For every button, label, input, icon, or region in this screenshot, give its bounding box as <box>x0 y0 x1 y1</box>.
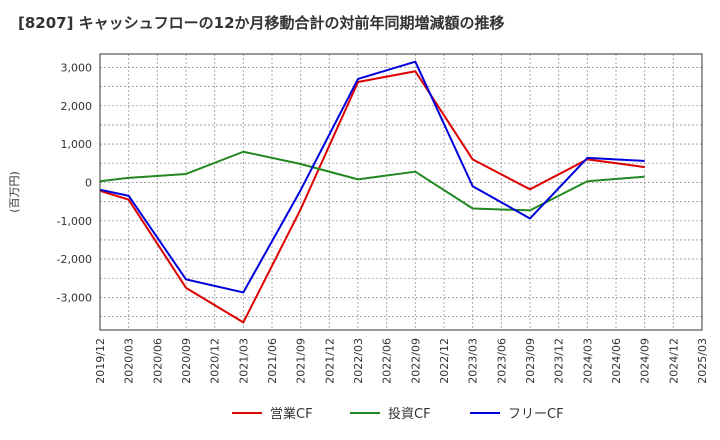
x-tick-label: 2023/06 <box>495 338 508 384</box>
plot-area <box>99 53 703 331</box>
legend-label: 投資CF <box>388 406 431 422</box>
series-line <box>99 70 645 324</box>
y-tick-label: 0 <box>85 176 92 189</box>
x-tick-label: 2024/03 <box>581 338 594 384</box>
x-tick-label: 2023/12 <box>553 338 566 384</box>
x-tick-label: 2020/03 <box>123 338 136 384</box>
x-tick-label: 2021/06 <box>266 338 279 384</box>
y-tick-label: -2,000 <box>57 253 92 266</box>
chart-title: [8207] キャッシュフローの12か月移動合計の対前年同期増減額の推移 <box>18 14 505 32</box>
plot-border <box>99 53 703 331</box>
legend-label: 営業CF <box>270 406 313 422</box>
x-tick-label: 2024/06 <box>610 338 623 384</box>
x-tick-label: 2024/09 <box>639 338 652 384</box>
legend-label: フリーCF <box>508 407 564 422</box>
x-tick-label: 2020/12 <box>209 338 222 384</box>
series-line <box>99 60 645 294</box>
y-tick-label: 3,000 <box>61 61 93 74</box>
y-tick-label: -1,000 <box>57 215 92 228</box>
x-tick-label: 2022/06 <box>381 338 394 384</box>
x-tick-label: 2020/06 <box>151 338 164 384</box>
x-tick-label: 2022/09 <box>409 338 422 384</box>
y-axis-label: (百万円) <box>8 171 21 213</box>
x-tick-label: 2021/12 <box>323 338 336 384</box>
x-tick-label: 2025/03 <box>696 338 709 384</box>
x-tick-label: 2021/09 <box>295 338 308 384</box>
x-tick-label: 2023/03 <box>467 338 480 384</box>
x-tick-label: 2021/03 <box>237 338 250 384</box>
x-tick-label: 2023/09 <box>524 338 537 384</box>
x-tick-label: 2022/12 <box>438 338 451 384</box>
series-line <box>99 150 645 212</box>
y-tick-label: 2,000 <box>61 100 93 113</box>
x-tick-label: 2019/12 <box>94 338 107 384</box>
x-tick-label: 2024/12 <box>667 338 680 384</box>
x-tick-label: 2020/09 <box>180 338 193 384</box>
y-tick-label: 1,000 <box>61 138 93 151</box>
y-tick-label: -3,000 <box>57 291 92 304</box>
x-tick-label: 2022/03 <box>352 338 365 384</box>
